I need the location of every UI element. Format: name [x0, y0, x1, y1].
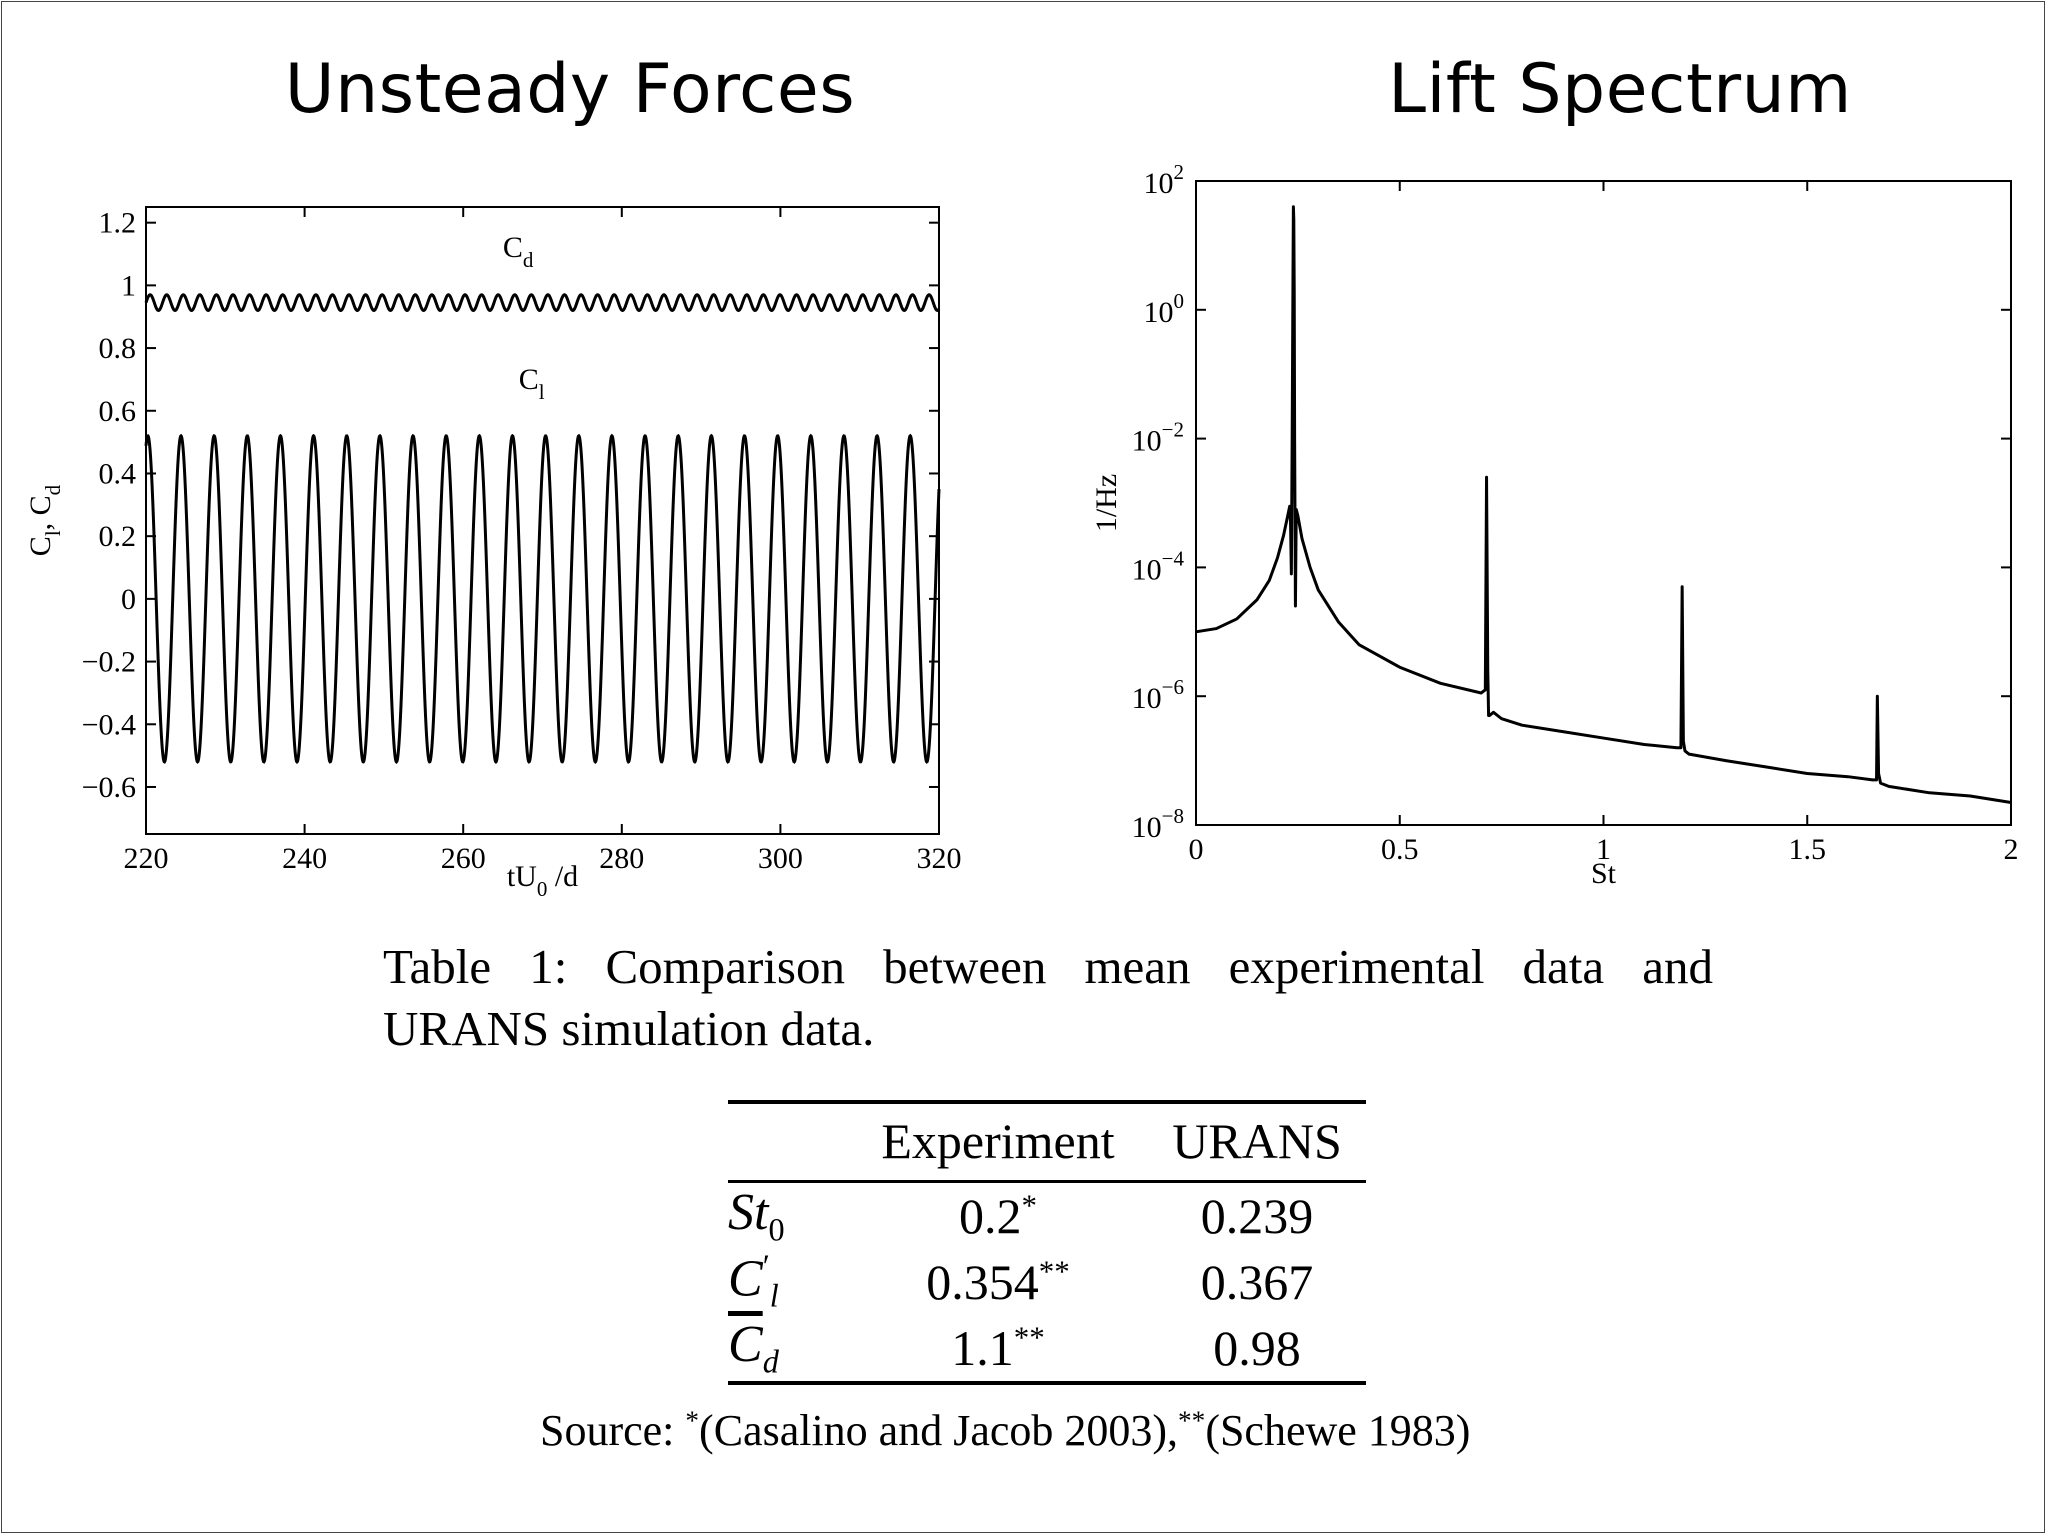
table-header-row: Experiment URANS: [728, 1102, 1366, 1182]
right-y-axis-label: 1/Hz: [1090, 474, 1123, 532]
cl-series-line: [144, 433, 941, 764]
left-y-axis-label: Cl, Cd: [24, 484, 65, 556]
y-tick-label: 10−8: [1132, 804, 1184, 844]
right-plot-frame: [1195, 180, 2012, 826]
spectrum-line: [1195, 205, 2012, 804]
y-tick-label: 1: [121, 269, 136, 302]
caption-line-2: URANS simulation data.: [383, 1001, 875, 1056]
left-chart-title: Unsteady Forces: [284, 50, 856, 129]
y-tick-label: 10−2: [1132, 418, 1184, 458]
x-tick-label: 2: [2004, 833, 2019, 866]
y-tick-label: 1.2: [99, 207, 137, 240]
y-tick-label: 0.2: [99, 520, 137, 553]
x-tick-label: 300: [758, 842, 803, 875]
left-plot-frame: [145, 206, 940, 835]
x-tick-label: 260: [441, 842, 486, 875]
y-tick-label: 0: [121, 583, 136, 616]
y-tick-label: 0.6: [99, 395, 137, 428]
x-tick-label: 0: [1189, 833, 1204, 866]
x-tick-label: 1.5: [1789, 833, 1827, 866]
row-label-cd-mean: Cd: [728, 1316, 779, 1380]
cd-series-line: [144, 293, 941, 312]
cell-urans: 0.239: [1200, 1187, 1314, 1244]
y-tick-label: −0.6: [82, 771, 136, 804]
x-tick-label: 220: [124, 842, 169, 875]
charts-canvas: 220 240 260 280 300 320 1.2 1 0.8 0.6 0.4 0.2 0 −0.2…: [24, 160, 2019, 901]
y-tick-label: 102: [1144, 160, 1185, 200]
comparison-table: Experiment URANS St0 0.2* 0.239 C′l 0.35…: [728, 1100, 1366, 1385]
header-experiment: Experiment: [881, 1113, 1115, 1169]
table-row: C′l 0.354** 0.367: [728, 1248, 1366, 1315]
cell-urans: 0.98: [1213, 1319, 1301, 1376]
y-tick-label: 100: [1144, 289, 1185, 329]
y-tick-label: 0.4: [99, 457, 137, 490]
y-tick-label: 0.8: [99, 332, 137, 365]
table-row: Cd 1.1** 0.98: [728, 1315, 1366, 1383]
right-chart-title: Lift Spectrum: [1388, 50, 1852, 129]
y-tick-label: 10−4: [1132, 546, 1185, 586]
lift-spectrum-chart: 0 0.5 1 1.5 2 102 100 10−2 10−4 10−6 10−8 St 1/Hz: [1090, 160, 2019, 890]
cd-series-label: Cd: [503, 231, 534, 272]
table-caption: Table 1: Comparison between mean experim…: [383, 936, 1713, 1060]
row-label-st0: St0: [728, 1184, 785, 1248]
y-tick-label: −0.4: [82, 708, 136, 741]
cell-experiment: 0.354**: [926, 1253, 1070, 1310]
header-urans: URANS: [1172, 1113, 1342, 1169]
left-x-axis-label: tU0 /d: [507, 860, 578, 901]
right-x-ticks: 0 0.5 1 1.5 2: [1189, 181, 2019, 866]
caption-line-1: Table 1: Comparison between mean experim…: [383, 939, 1713, 994]
table-row: St0 0.2* 0.239: [728, 1182, 1366, 1249]
x-tick-label: 280: [599, 842, 644, 875]
x-tick-label: 0.5: [1381, 833, 1419, 866]
y-tick-label: −0.2: [82, 646, 136, 679]
left-x-ticks: 220 240 260 280 300 320: [124, 207, 962, 875]
cell-experiment: 0.2*: [959, 1187, 1037, 1244]
cell-urans: 0.367: [1200, 1253, 1314, 1310]
x-tick-label: 1: [1596, 833, 1611, 866]
header-empty: [728, 1102, 848, 1182]
x-tick-label: 240: [282, 842, 327, 875]
left-y-ticks: 1.2 1 0.8 0.6 0.4 0.2 0 −0.2 −0.4 −0.6: [82, 207, 939, 804]
cl-series-label: Cl: [519, 363, 545, 404]
y-tick-label: 10−6: [1132, 675, 1184, 715]
unsteady-forces-chart: 220 240 260 280 300 320 1.2 1 0.8 0.6 0.4 0.2 0 −0.2…: [24, 206, 962, 901]
right-y-ticks: 102 100 10−2 10−4 10−6 10−8: [1132, 160, 2011, 844]
source-note: Source: *(Casalino and Jacob 2003),**(Sc…: [540, 1405, 1471, 1455]
right-x-axis-label: St: [1591, 857, 1617, 890]
cell-experiment: 1.1**: [951, 1319, 1045, 1376]
row-label-cl-prime: C′l: [728, 1248, 779, 1315]
x-tick-label: 320: [917, 842, 962, 875]
